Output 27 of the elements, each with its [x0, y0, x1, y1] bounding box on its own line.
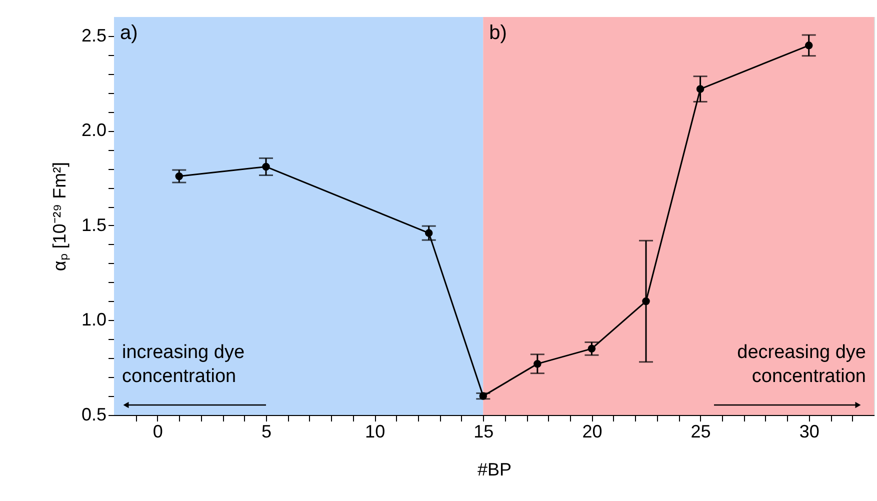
- x-tick-label: 20: [582, 422, 602, 442]
- point: [588, 344, 596, 353]
- x-axis-title: #BP: [477, 460, 512, 480]
- annotation: increasing dye concentration: [122, 342, 245, 387]
- point: [262, 162, 270, 171]
- point: [642, 297, 650, 306]
- y-axis-title: αₚ [10⁻²⁹ Fm²]: [49, 162, 70, 272]
- annotation: decreasing dye concentration: [737, 342, 866, 387]
- x-tick-label: 5: [261, 422, 272, 442]
- y-tick-label: 1.5: [81, 214, 106, 235]
- y-tick-label: 1.0: [81, 310, 106, 330]
- point: [696, 85, 704, 93]
- y-tick-label: 0.5: [81, 404, 106, 424]
- y-tick-label: 2.0: [81, 120, 106, 140]
- point: [534, 360, 542, 368]
- band-label: a): [120, 22, 138, 44]
- x-tick-label: 25: [690, 422, 711, 442]
- y-tick-label: 2.5: [81, 25, 106, 46]
- x-tick-label: 30: [799, 422, 820, 442]
- point: [175, 172, 184, 180]
- band-label: b): [489, 22, 507, 44]
- x-tick-label: 0: [152, 422, 163, 442]
- x-tick-label: 15: [474, 422, 494, 442]
- point: [424, 229, 433, 237]
- x-tick-label: 10: [365, 422, 386, 442]
- point: [804, 42, 813, 50]
- point: [479, 392, 488, 400]
